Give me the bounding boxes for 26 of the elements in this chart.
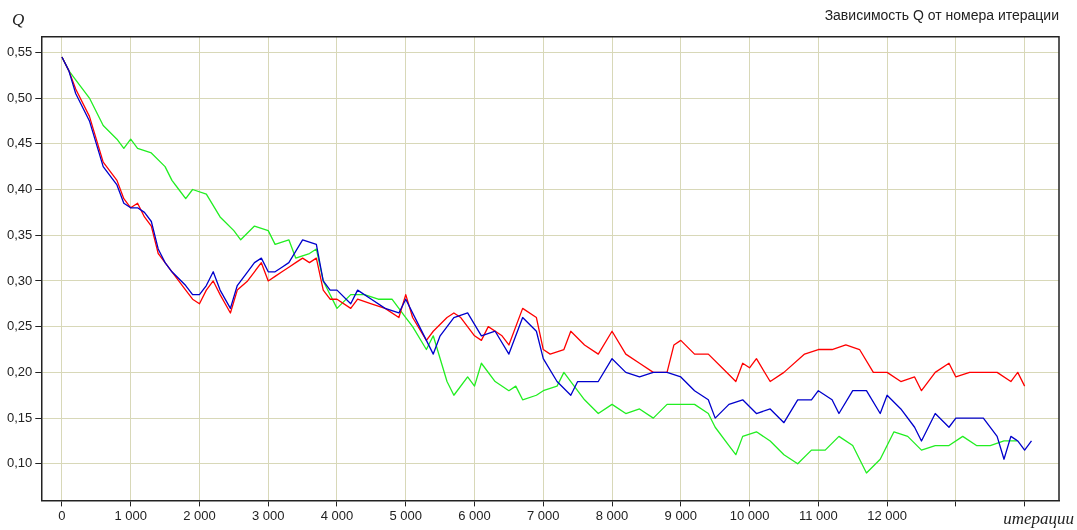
y-axis-title: Q [12, 9, 25, 29]
y-tick-label: 0,55 [6, 43, 33, 59]
x-tick-label: 10 000 [729, 507, 770, 523]
y-tick-label: 0,35 [6, 226, 33, 242]
y-tick-label: 0,30 [6, 272, 33, 288]
y-tick-label: 0,10 [6, 455, 33, 471]
x-tick-label: 7 000 [527, 507, 560, 523]
x-axis-title: итерации [1003, 508, 1074, 528]
x-tick-label: 5 000 [389, 507, 423, 523]
x-tick-label: 4 000 [320, 507, 354, 523]
y-tick-label: 0,15 [6, 409, 33, 425]
x-tick-label: 0 [58, 507, 66, 523]
y-tick-label: 0,40 [6, 181, 33, 197]
y-tick-label: 0,45 [6, 135, 33, 151]
y-tick-label: 0,25 [6, 318, 33, 334]
x-tick-label: 11 000 [798, 507, 838, 523]
x-tick-label: 12 000 [867, 507, 907, 523]
x-tick-label: 8 000 [595, 507, 629, 523]
x-tick-label: 2 000 [183, 507, 216, 523]
y-tick-label: 0,50 [6, 89, 33, 105]
y-tick-label: 0,20 [6, 363, 33, 379]
chart-title: Зависимость Q от номера итерации [824, 7, 1059, 24]
x-tick-label: 9 000 [664, 507, 698, 523]
x-tick-label: 3 000 [251, 507, 285, 523]
x-tick-label: 1 000 [114, 507, 147, 523]
x-tick-label: 6 000 [458, 507, 491, 523]
